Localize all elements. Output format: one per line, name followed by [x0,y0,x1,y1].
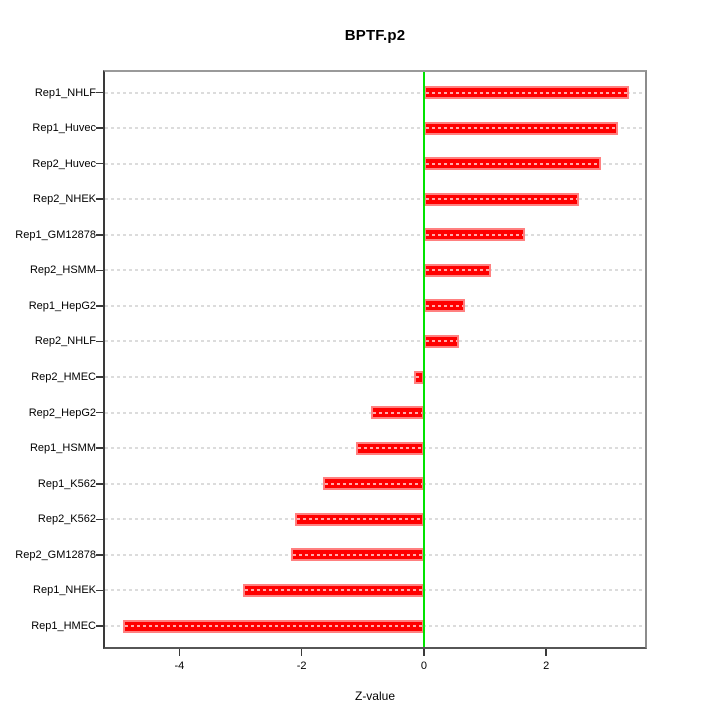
x-tick-label: -4 [174,660,185,672]
x-axis-label: Z-value [354,689,395,703]
y-tick [96,483,103,485]
category-label: Rep2_NHLF [34,335,96,348]
bar-dash-pattern [425,304,463,307]
x-tick-label: 0 [420,660,427,672]
grid-line [105,91,645,94]
y-tick [96,305,103,307]
y-tick [96,198,103,200]
y-tick [96,269,103,272]
x-tick-label: 2 [543,660,550,672]
bar-dash-pattern [425,269,490,272]
x-tick [423,649,425,656]
category-label: Rep1_HSMM [29,442,96,455]
bar-dash-pattern [372,411,422,414]
bar-dash-pattern [325,482,422,485]
category-label: Rep2_GM12878 [15,548,96,561]
bar [423,86,629,99]
bar-dash-pattern [425,162,600,165]
category-label: Rep2_K562 [37,513,96,526]
bar [423,121,619,135]
category-label: Rep1_K562 [37,477,96,490]
chart-title: BPTF.p2 [344,27,406,44]
bar-dash-pattern [425,127,617,130]
y-tick [96,162,103,165]
grid-line [105,233,645,236]
y-tick [96,411,103,414]
bar [423,228,526,242]
bar [423,299,465,313]
y-tick [96,447,103,449]
bar-dash-pattern [415,376,422,379]
grid-line [105,376,645,379]
grid-line [105,304,645,307]
y-tick [96,554,103,556]
bar-dash-pattern [125,625,422,628]
bar [242,583,424,597]
bar [413,370,424,384]
y-tick [96,234,103,236]
bar [423,157,602,171]
bar-dash-pattern [292,553,422,556]
bar [370,406,424,420]
x-tick [178,649,181,656]
y-tick [96,127,103,129]
grid-line [105,162,645,165]
y-tick [96,376,103,378]
bar [423,192,580,206]
bar [423,263,492,277]
category-label: Rep1_Huvec [32,122,96,135]
bar-dash-pattern [358,447,422,450]
bar [290,548,424,562]
bar-dash-pattern [425,340,458,343]
x-tick-label: -2 [296,660,307,672]
bar [423,334,460,348]
grid-line [105,269,645,272]
bar [123,619,424,633]
grid-line [105,340,645,343]
x-tick [545,649,547,656]
category-label: Rep2_HMEC [31,371,96,384]
bar [356,441,424,455]
bar-dash-pattern [425,233,524,236]
x-tick [300,649,303,656]
category-label: Rep1_NHEK [33,584,96,597]
category-label: Rep2_HSMM [29,264,96,277]
grid-line [105,198,645,201]
bar [323,477,424,491]
y-tick [96,589,103,592]
bar [294,512,424,526]
y-tick [96,91,103,94]
category-label: Rep2_NHEK [33,193,96,206]
category-label: Rep1_GM12878 [15,228,96,241]
bar-dash-pattern [425,198,578,201]
bar-dash-pattern [425,91,627,94]
bar-dash-pattern [244,589,422,592]
category-label: Rep1_HMEC [31,620,96,633]
grid-line [105,127,645,130]
category-label: Rep1_NHLF [34,86,96,99]
category-label: Rep1_HepG2 [28,299,96,312]
y-tick [96,518,103,521]
bar-dash-pattern [296,518,422,521]
category-label: Rep2_Huvec [32,157,96,170]
category-label: Rep2_HepG2 [28,406,96,419]
y-tick [96,340,103,343]
y-tick [96,625,103,627]
zero-reference-line [422,72,425,647]
